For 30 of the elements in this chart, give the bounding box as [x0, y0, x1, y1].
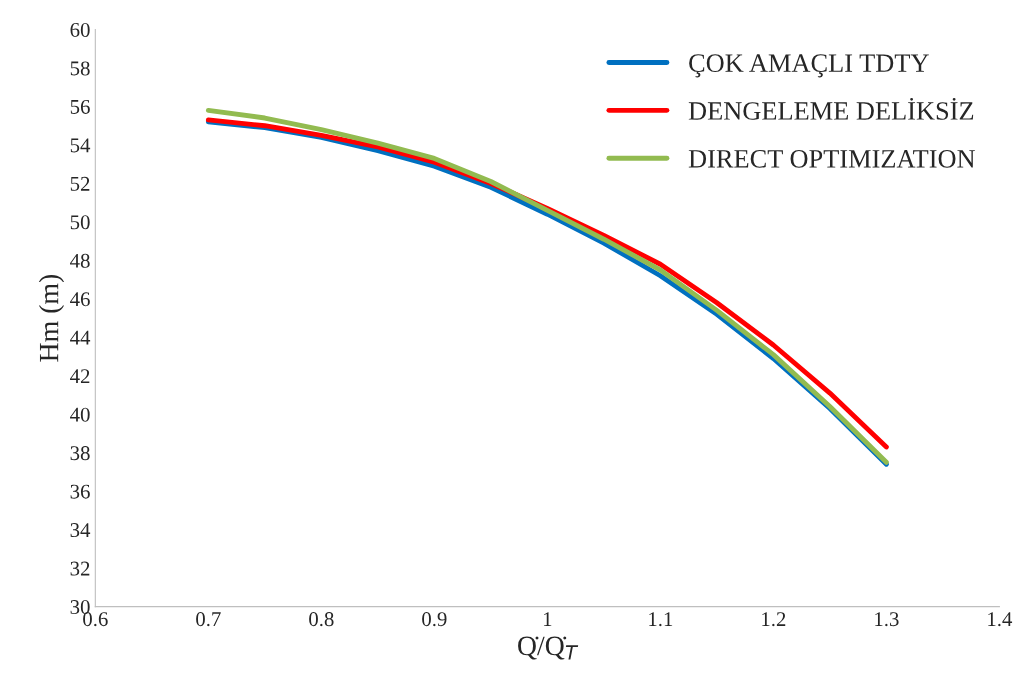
legend-label: DIRECT OPTIMIZATION [688, 149, 976, 168]
y-tick-label: 52 [70, 176, 90, 191]
legend-label: ÇOK AMAÇLI TDTY [689, 54, 929, 78]
x-tick-label: 0.9 [422, 612, 447, 627]
legend-label: DENGELEME DELİKSİZ [688, 97, 974, 120]
y-tick-label: 56 [70, 99, 90, 114]
y-tick-label: 54 [70, 138, 91, 153]
x-tick-label: 0.8 [309, 612, 334, 627]
x-axis-title: Q̇/Q̇$_{T}$ [518, 636, 579, 660]
y-tick-label: 32 [70, 561, 90, 576]
y-tick-label: 50 [70, 215, 90, 230]
x-tick-label: 0.7 [196, 612, 221, 627]
x-tick-label: 1 [543, 612, 552, 626]
y-tick-label: 48 [70, 253, 90, 268]
x-tick-label: 1.2 [762, 612, 786, 627]
y-axis-title: Hm (m) [38, 274, 65, 362]
y-tick-label: 44 [70, 330, 91, 345]
y-tick-label: 38 [70, 446, 90, 461]
y-tick-label: 46 [70, 292, 90, 307]
y-tick-label: 36 [70, 484, 90, 499]
y-tick-label: 42 [70, 369, 90, 384]
y-tick-label: 40 [70, 407, 90, 422]
x-tick-label: 1.1 [649, 612, 673, 627]
y-tick-label: 60 [70, 22, 90, 37]
y-tick-label: 30 [70, 599, 90, 615]
x-tick-label: 1.4 [988, 612, 1013, 627]
x-tick-label: 1.3 [875, 612, 899, 627]
x-tick-label: 0.6 [83, 612, 108, 627]
y-tick-label: 34 [70, 523, 91, 538]
y-tick-label: 58 [70, 61, 90, 76]
